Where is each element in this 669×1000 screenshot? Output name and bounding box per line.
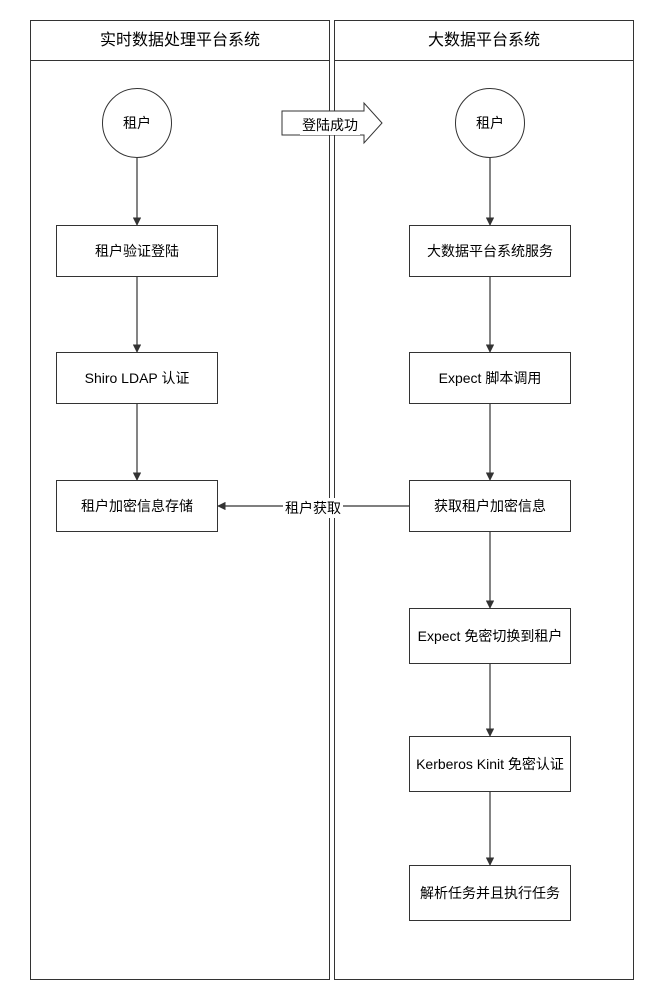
node-right-6-label: 解析任务并且执行任务 [420, 884, 560, 903]
node-right-5-label: Kerberos Kinit 免密认证 [416, 755, 564, 774]
edge-label-tenant-fetch: 租户获取 [283, 498, 343, 518]
node-right-3-label: 获取租户加密信息 [434, 497, 546, 516]
node-right-1-label: 大数据平台系统服务 [427, 242, 553, 261]
tenant-left-node: 租户 [102, 88, 172, 158]
node-left-2: Shiro LDAP 认证 [56, 352, 218, 404]
node-left-3-label: 租户加密信息存储 [81, 497, 193, 516]
node-right-3: 获取租户加密信息 [409, 480, 571, 532]
node-right-2-label: Expect 脚本调用 [439, 369, 542, 388]
tenant-right-node: 租户 [455, 88, 525, 158]
tenant-left-label: 租户 [123, 113, 151, 133]
node-right-4: Expect 免密切换到租户 [409, 608, 571, 664]
node-right-4-label: Expect 免密切换到租户 [418, 627, 563, 646]
edge-label-login-success: 登陆成功 [300, 115, 360, 135]
node-left-2-label: Shiro LDAP 认证 [85, 369, 190, 388]
node-left-3: 租户加密信息存储 [56, 480, 218, 532]
node-left-1: 租户验证登陆 [56, 225, 218, 277]
node-right-1: 大数据平台系统服务 [409, 225, 571, 277]
node-right-2: Expect 脚本调用 [409, 352, 571, 404]
swimlane-left-title: 实时数据处理平台系统 [31, 21, 329, 61]
node-right-5: Kerberos Kinit 免密认证 [409, 736, 571, 792]
swimlane-right-title: 大数据平台系统 [335, 21, 633, 61]
tenant-right-label: 租户 [476, 113, 504, 133]
node-right-6: 解析任务并且执行任务 [409, 865, 571, 921]
node-left-1-label: 租户验证登陆 [95, 242, 179, 261]
